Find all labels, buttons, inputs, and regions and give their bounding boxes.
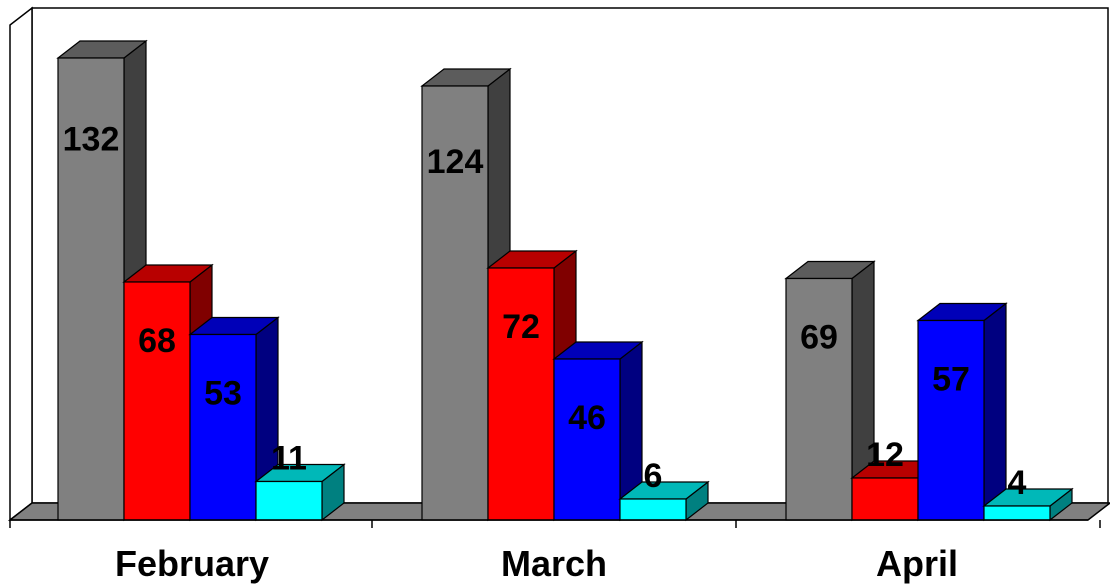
bar-front	[189, 333, 257, 521]
category-label: February	[115, 543, 269, 584]
bar-front	[553, 358, 621, 521]
bar	[916, 302, 1008, 522]
bar-front	[983, 505, 1051, 521]
bar	[618, 480, 710, 522]
bar	[188, 316, 280, 522]
bar	[784, 260, 876, 522]
bar-value-label: 68	[138, 322, 176, 360]
bar-value-label: 53	[204, 375, 242, 413]
bar-front	[421, 85, 489, 521]
bar-front	[619, 498, 687, 521]
bars-layer	[56, 39, 1074, 522]
category-label: April	[876, 543, 958, 584]
category-label: March	[501, 543, 607, 584]
x-axis	[9, 519, 1101, 528]
bar-front	[57, 57, 125, 521]
bar-value-label: 11	[271, 440, 307, 478]
bar-front	[487, 267, 555, 521]
bar-value-label: 69	[800, 319, 838, 357]
bar-front	[917, 319, 985, 521]
bar-side	[983, 302, 1007, 522]
side-wall	[9, 6, 33, 522]
bar-front	[123, 281, 191, 521]
bar-front	[851, 477, 919, 521]
bar-value-label: 132	[63, 120, 120, 158]
bar	[552, 340, 644, 522]
bar	[254, 463, 346, 522]
bar-value-label: 46	[568, 399, 606, 437]
bar-value-label: 6	[644, 457, 663, 495]
bar-value-label: 57	[932, 361, 970, 399]
bar-front	[255, 480, 323, 521]
bar-value-label: 12	[866, 436, 904, 474]
bar-value-label: 4	[1008, 464, 1027, 502]
labels-layer: 132 68 53 11 February 124 72 46 6 March 69 12 57 4 Apr…	[63, 120, 1027, 584]
bar-value-label: 124	[427, 143, 484, 181]
bar-front	[785, 277, 853, 521]
bar-value-label: 72	[502, 308, 540, 346]
